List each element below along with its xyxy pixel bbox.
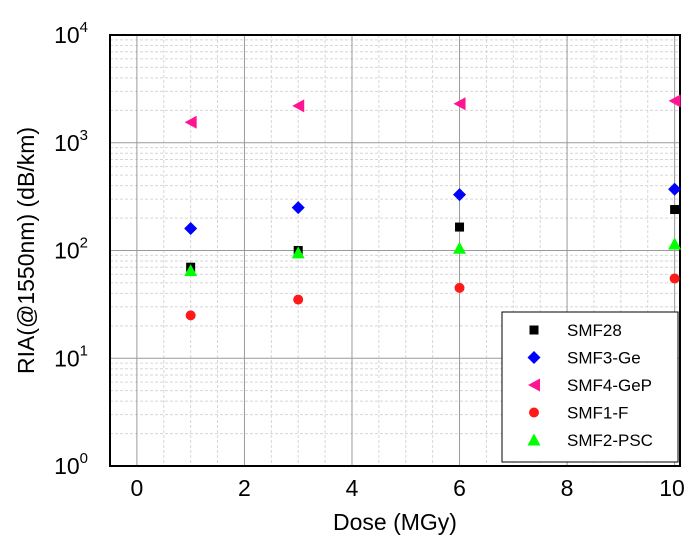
data-point-smf4-gep [184, 115, 197, 129]
data-point-smf3-ge [184, 222, 198, 236]
legend-label: SMF4-GeP [567, 376, 652, 395]
data-point-smf28 [670, 205, 680, 215]
y-tick-label: 104 [54, 19, 88, 48]
data-point-smf2-psc [184, 264, 198, 277]
y-tick-label: 100 [54, 450, 88, 479]
legend-marker-smf4-gep [528, 378, 540, 392]
x-tick-label: 6 [453, 475, 466, 501]
legend-label: SMF28 [567, 321, 622, 340]
data-point-smf2-psc [668, 237, 682, 250]
data-point-smf4-gep [668, 94, 681, 108]
x-tick-label: 0 [130, 475, 143, 501]
x-tick-label: 4 [346, 475, 359, 501]
data-point-smf3-ge [668, 182, 682, 196]
legend-label: SMF2-PSC [567, 431, 653, 450]
legend: SMF28 SMF3-Ge SMF4-GeP SMF1-F SMF2-PSC [501, 311, 679, 463]
x-axis-title: Dose (MGy) [333, 509, 457, 535]
x-tick-labels: 0 2 4 6 8 10 [130, 475, 684, 501]
y-tick-label: 102 [54, 235, 88, 264]
x-tick-label: 2 [238, 475, 251, 501]
data-point-smf2-psc [453, 241, 467, 254]
y-tick-labels: 100 101 102 103 104 [54, 19, 88, 479]
legend-marker-smf28 [529, 325, 539, 335]
plot-frame [109, 34, 681, 467]
data-point-smf4-gep [292, 99, 305, 113]
data-point-smf1-f [293, 294, 304, 305]
data-point-smf1-f [454, 282, 465, 293]
y-axis-title: RIA(@1550nm) (dB/km) [13, 127, 39, 374]
data-point-smf3-ge [453, 188, 467, 202]
y-tick-label: 103 [54, 127, 88, 156]
legend-label: SMF3-Ge [567, 349, 641, 368]
legend-box [501, 311, 679, 463]
data-point-smf1-f [185, 310, 196, 321]
x-tick-label: 8 [561, 475, 574, 501]
legend-marker-smf3-ge [527, 351, 541, 364]
x-tick-label: 10 [659, 475, 685, 501]
data-point-smf4-gep [453, 97, 466, 111]
legend-label: SMF1-F [567, 404, 628, 423]
y-tick-label: 101 [54, 342, 88, 371]
data-point-smf2-psc [291, 246, 305, 259]
data-points [184, 94, 682, 321]
legend-marker-smf1-f [529, 407, 539, 418]
data-point-smf3-ge [291, 201, 305, 215]
data-point-smf1-f [669, 273, 680, 284]
data-point-smf28 [455, 222, 465, 232]
legend-marker-smf2-psc [527, 433, 541, 446]
